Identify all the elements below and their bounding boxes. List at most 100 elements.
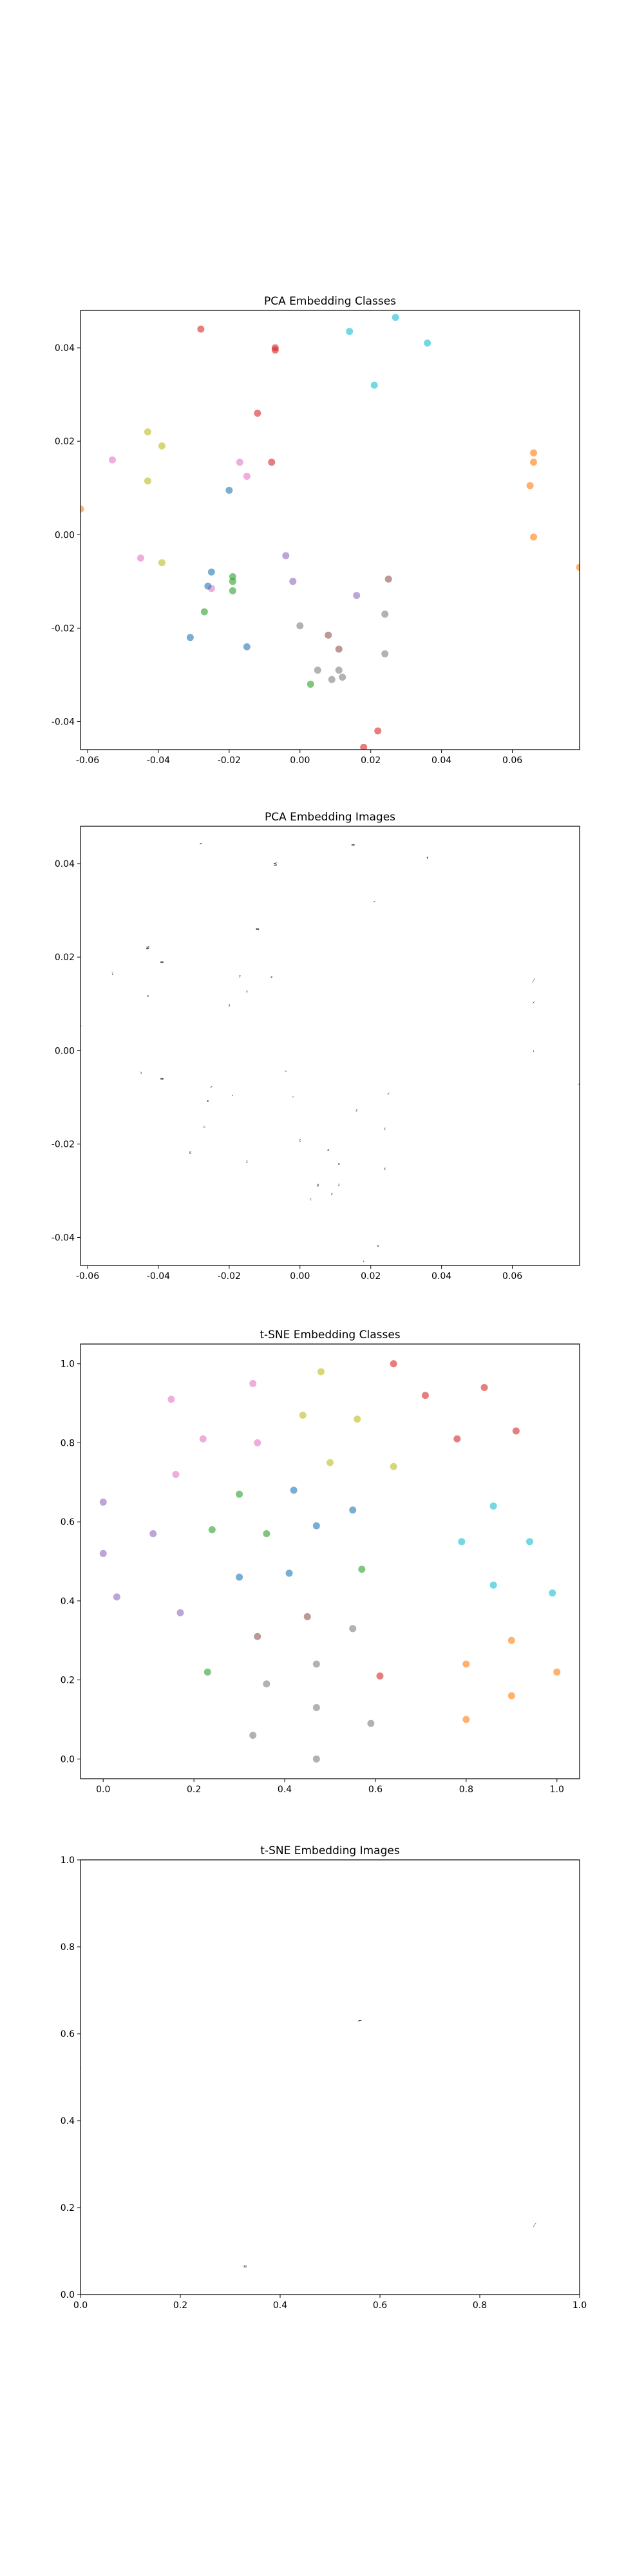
data-point [99,1549,107,1557]
data-point [328,676,336,683]
data-point [526,482,534,489]
y-tick-label: 0.2 [61,1676,75,1686]
data-point [263,1530,270,1538]
data-point [200,608,208,616]
image-glyph-point: ᶦ [383,1128,386,1134]
data-point [354,1416,361,1423]
data-point [99,1498,107,1506]
data-point [339,674,346,681]
image-glyph-point: ᵞ [246,990,248,996]
image-glyph-point: ʳ [404,824,408,830]
x-tick-label: 0.04 [431,1271,451,1282]
image-glyph-point: ᶻ [330,1193,334,1199]
y-tick-label: 0.4 [61,2116,75,2126]
image-glyph-point: ᵓ [227,1003,231,1010]
data-point [384,575,392,583]
x-tick-label: 0.06 [502,755,522,766]
data-point [489,1581,497,1589]
data-point [229,587,236,594]
image-glyph-point: ˈ [532,1050,535,1057]
y-tick-label: -0.04 [52,1233,75,1243]
x-tick-label: -0.06 [76,1271,99,1282]
y-tick-label: 0.0 [61,2290,75,2300]
x-tick-label: 0.8 [473,2300,487,2311]
data-point [144,428,151,436]
x-tick-label: 0.4 [278,1785,292,1795]
image-glyph-point: ᐟ [533,1001,535,1008]
data-point [507,1692,515,1700]
data-point [113,1593,120,1601]
image-glyph-point: ≈ [243,2264,247,2270]
data-point [225,486,233,494]
axes-frame [80,1343,580,1779]
data-point [236,1573,243,1581]
data-point [349,1506,357,1514]
data-point [186,634,194,641]
data-point [462,1716,470,1723]
image-glyph-point: ⁄ [532,978,536,984]
data-point [349,1625,357,1633]
data-point [207,568,215,576]
x-tick-label: 0.6 [368,1785,383,1795]
image-glyph-point: ⌐ [358,2018,361,2025]
data-point [290,1486,298,1494]
data-point [236,459,243,466]
image-glyph-point: ˀ [238,975,242,982]
x-tick-label: 0.00 [290,1271,310,1282]
x-tick-label: 0.0 [73,2300,88,2311]
data-point [530,459,538,466]
image-glyph-point: ᵋ [383,1167,386,1173]
data-point [204,582,212,590]
image-glyph-point: ᶻ [337,1184,341,1190]
data-point [236,1490,243,1498]
chart-panel-1: PCA Embedding Classes -0.06 -0.04 -0.02 0.00… [52,295,580,766]
data-point [303,1613,311,1620]
data-point [296,622,304,630]
y-tick-label: 0.02 [55,437,75,447]
image-glyph-point: ˀ [111,972,114,980]
chart-panel-2: PCA Embedding Images ⁼ ≤ ≈ ʳ ᵗ - ≈ ≠ ≈ ˀ ˀ ᵋ ᵞ ᵓ ᵓ ⁄ ᐟ ˈ ᶜ ᵓ… [52,811,582,1282]
y-tick-label: 0.4 [61,1596,75,1607]
data-point [553,1668,561,1676]
data-point [346,328,354,336]
image-glyph-point: ≤ [274,861,278,867]
data-point [271,346,279,354]
x-tick-label: -0.06 [76,755,99,766]
x-tick-label: 1.0 [550,1785,564,1795]
data-point [204,1668,211,1676]
data-point [526,1538,533,1546]
y-tick-label: 0.04 [55,859,75,869]
image-glyph-point: ᵕ [284,1069,287,1075]
data-point [549,1589,556,1597]
data-point [335,645,343,653]
y-tick-label: 1.0 [61,1855,75,1866]
data-point [530,533,538,541]
data-point [208,1526,216,1533]
y-tick-label: 1.0 [61,1359,75,1370]
x-tick-label: 0.4 [273,2300,287,2311]
y-tick-label: 0.00 [55,1046,75,1056]
data-point [507,1636,515,1644]
axes-frame [80,826,580,1266]
image-glyph-point: ᵌ [376,1244,379,1251]
data-points [80,314,580,750]
data-point [453,1435,461,1443]
data-point [243,473,251,480]
x-tick-label: 0.04 [431,755,451,766]
y-tick-label: 0.04 [55,343,75,354]
data-point [80,505,84,513]
data-point [254,1633,261,1640]
image-glyph-point: ᶜ [203,1125,206,1132]
data-point [197,325,205,333]
data-point [370,381,378,389]
data-point [327,1459,334,1466]
data-point [489,1502,497,1510]
data-point [358,1566,366,1573]
chart-title: t-SNE Embedding Classes [260,1329,400,1341]
x-tick-label: 0.00 [290,755,310,766]
data-point [480,1384,488,1391]
image-glyph-point: ⁼ [199,842,202,849]
image-glyph-point: ⁄ [578,1081,582,1087]
x-tick-label: -0.02 [218,755,241,766]
